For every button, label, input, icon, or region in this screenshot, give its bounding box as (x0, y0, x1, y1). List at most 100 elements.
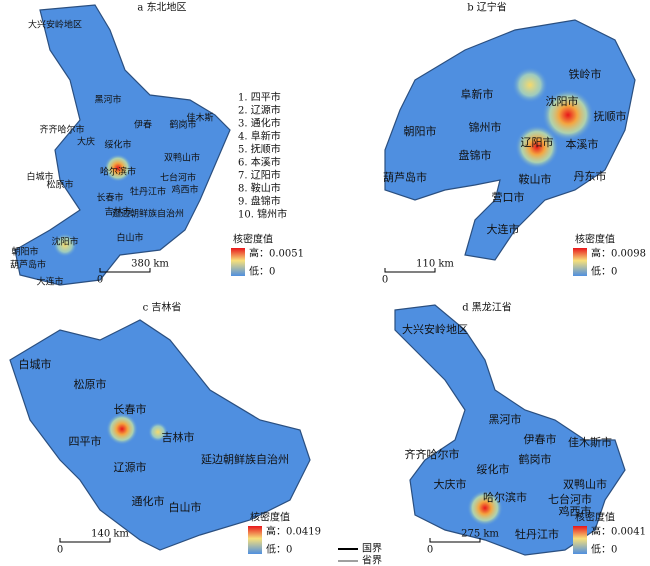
scale-start: 0 (57, 545, 63, 556)
region-shape (14, 4, 231, 286)
panel-title: b 辽宁省 (467, 1, 507, 14)
hotspot (512, 67, 548, 103)
legend-low: 低：0 (591, 543, 617, 556)
region-label: 牡丹江市 (515, 527, 559, 541)
region-label: 丹东市 (574, 169, 607, 183)
region-label: 吉林市 (104, 206, 131, 218)
legend-high: 高：0.0098 (591, 247, 646, 260)
panel-title: c 吉林省 (143, 301, 182, 314)
region-label: 沈阳市 (51, 236, 78, 248)
region-label: 松原市 (46, 179, 73, 191)
region-label: 锦州市 (469, 120, 502, 134)
list-item: 3. 通化市 (238, 117, 281, 130)
legend-high: 高：0.0041 (591, 525, 646, 538)
region-label: 铁岭市 (569, 67, 602, 81)
region-label: 黑河市 (94, 94, 121, 106)
panel-title: d 黑龙江省 (462, 301, 512, 314)
scale-end: 110 km (416, 259, 454, 270)
region-label: 辽阳市 (521, 135, 554, 149)
region-label: 大连市 (36, 276, 63, 288)
region-label: 佳木斯 (186, 112, 213, 124)
legend-low: 低：0 (266, 543, 292, 556)
scale-start: 0 (427, 545, 433, 556)
scale-start: 0 (97, 275, 103, 286)
region-label: 绥化市 (477, 462, 510, 476)
hotspot (104, 154, 132, 182)
region-label: 伊春 (134, 119, 152, 131)
list-item: 4. 阜新市 (238, 130, 281, 143)
list-item: 1. 四平市 (238, 91, 281, 104)
legend-ramp (573, 526, 587, 554)
region-label: 黑河市 (489, 412, 522, 426)
region-label: 鹤岗市 (519, 452, 552, 466)
region-label: 绥化市 (104, 139, 131, 151)
legend-title: 核密度值 (250, 511, 290, 524)
region-label: 哈尔滨市 (483, 490, 527, 504)
region-label: 七台河市 (548, 492, 592, 506)
region-label: 牡丹江市 (130, 186, 166, 198)
region-label: 松原市 (74, 377, 107, 391)
list-item: 6. 本溪市 (238, 156, 281, 169)
hotspot (467, 490, 503, 526)
region-label: 齐齐哈尔市 (39, 124, 84, 136)
scale-bar (384, 268, 436, 273)
list-item: 9. 盘锦市 (238, 195, 281, 208)
region-label: 双鸭山市 (164, 152, 200, 164)
hotspot (53, 233, 77, 257)
region-label: 长春市 (114, 402, 147, 416)
region-label: 吉林市 (162, 430, 195, 444)
list-item: 5. 抚顺市 (238, 143, 281, 156)
region-label: 沈阳市 (546, 94, 579, 108)
scale-end: 380 km (131, 259, 169, 270)
region-label: 朝阳市 (404, 124, 437, 138)
scale-bar (99, 268, 151, 273)
region-label: 大连市 (487, 222, 520, 236)
region-label: 大庆市 (434, 477, 467, 491)
legend-low: 低：0 (249, 265, 275, 278)
region-shape (384, 19, 636, 261)
region-label: 葫芦岛市 (10, 259, 46, 271)
region-label: 白城市 (26, 171, 53, 183)
region-label: 白山市 (116, 232, 143, 244)
region-label: 延边朝鲜族自治州 (112, 208, 184, 220)
scale-end: 140 km (91, 529, 129, 540)
list-item: 2. 辽源市 (238, 104, 281, 117)
panel-title: a 东北地区 (137, 1, 186, 14)
region-label: 白城市 (19, 357, 52, 371)
region-label: 阜新市 (461, 87, 494, 101)
hotspot (515, 125, 559, 169)
hotspot (542, 89, 594, 141)
hotspot (148, 422, 168, 442)
region-label: 葫芦岛市 (383, 170, 427, 184)
region-label: 鞍山市 (519, 172, 552, 186)
region-label: 盘锦市 (459, 148, 492, 162)
scale-bar (429, 538, 481, 543)
region-label: 佳木斯市 (568, 435, 612, 449)
region-label: 长春市 (96, 192, 123, 204)
region-shape (394, 304, 626, 556)
legend-title: 核密度值 (575, 511, 615, 524)
region-label: 大庆 (77, 136, 95, 148)
legend-ramp (248, 526, 262, 554)
region-label: 朝阳市 (11, 246, 38, 258)
scale-end: 275 km (461, 529, 499, 540)
region-label: 辽源市 (114, 460, 147, 474)
region-label: 齐齐哈尔市 (405, 447, 460, 461)
legend-label: 国界 (362, 543, 382, 555)
legend-title: 核密度值 (233, 233, 273, 246)
legend-ramp (573, 248, 587, 276)
region-label: 本溪市 (566, 137, 599, 151)
list-item: 7. 辽阳市 (238, 169, 281, 182)
region-label: 通化市 (132, 494, 165, 508)
region-label: 大兴安岭地区 (402, 322, 468, 336)
region-label: 双鸭山市 (563, 477, 607, 491)
list-item: 10. 锦州市 (238, 208, 287, 221)
legend-high: 高：0.0419 (266, 525, 321, 538)
legend-title: 核密度值 (575, 233, 615, 246)
hotspot (106, 413, 138, 445)
region-label: 伊春市 (524, 432, 557, 446)
